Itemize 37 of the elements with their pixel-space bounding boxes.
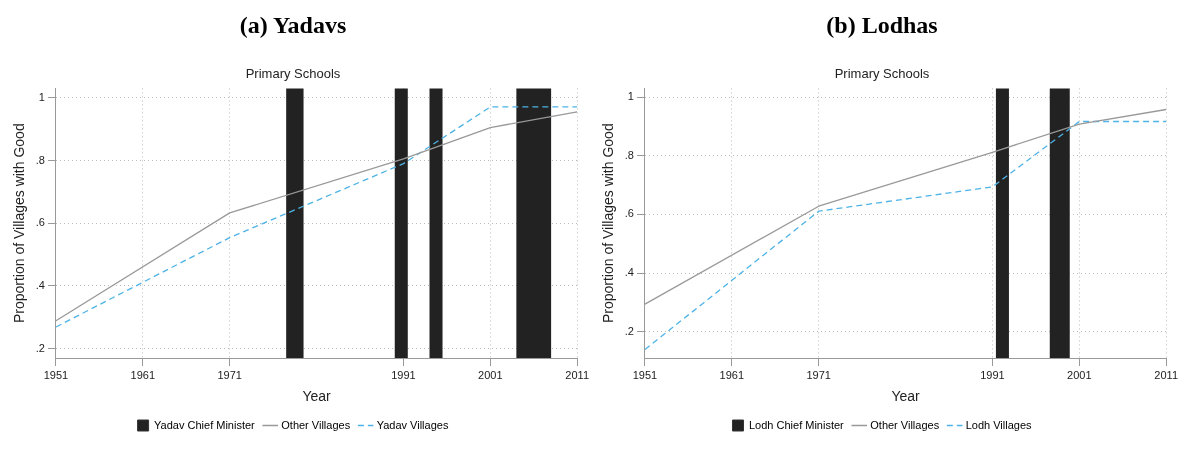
legend-label: Other Villages xyxy=(281,418,351,431)
x-tick-label: 1971 xyxy=(217,368,242,381)
line-series xyxy=(644,120,1167,351)
x-tick-label: 1961 xyxy=(130,368,156,381)
chart-subtitle: Primary Schools xyxy=(245,66,341,82)
x-axis-title: Year xyxy=(891,388,921,405)
y-tick-label: .2 xyxy=(35,341,45,354)
chart-title: (a) Yadavs xyxy=(239,11,347,38)
x-tick-label: 2001 xyxy=(1067,368,1092,381)
y-tick-label: .4 xyxy=(35,278,45,291)
y-tick-label: .8 xyxy=(35,153,45,166)
y-tick-label: .2 xyxy=(624,324,634,337)
x-tick-label: 2011 xyxy=(1154,368,1178,381)
x-tick-label: 2011 xyxy=(565,368,589,381)
legend-label: Yadav Chief Minister xyxy=(154,418,256,431)
y-tick-label: .6 xyxy=(35,216,45,229)
x-tick-label: 1961 xyxy=(719,368,745,381)
x-tick-label: 1991 xyxy=(980,368,1005,381)
y-tick-label: 1 xyxy=(38,90,45,103)
y-axis-title: Proportion of Villages with Good xyxy=(600,123,617,324)
x-tick-label: 1971 xyxy=(806,368,831,381)
y-axis-title: Proportion of Villages with Good xyxy=(11,123,28,324)
x-tick-label: 1951 xyxy=(43,368,69,381)
x-tick-label: 1991 xyxy=(391,368,416,381)
y-tick-label: 1 xyxy=(627,90,634,103)
legend-label: Lodh Villages xyxy=(965,418,1032,431)
legend-label: Other Villages xyxy=(870,418,940,431)
y-tick-label: .6 xyxy=(624,207,634,220)
y-tick-label: .4 xyxy=(624,266,634,279)
x-tick-label: 2001 xyxy=(478,368,503,381)
chart-title: (b) Lodhas xyxy=(826,11,938,38)
legend-label: Lodh Chief Minister xyxy=(749,418,845,431)
x-tick-label: 1951 xyxy=(632,368,658,381)
chart-subtitle: Primary Schools xyxy=(834,66,930,82)
legend-label: Yadav Villages xyxy=(376,418,449,431)
x-axis-title: Year xyxy=(302,388,332,405)
y-tick-label: .8 xyxy=(624,148,634,161)
